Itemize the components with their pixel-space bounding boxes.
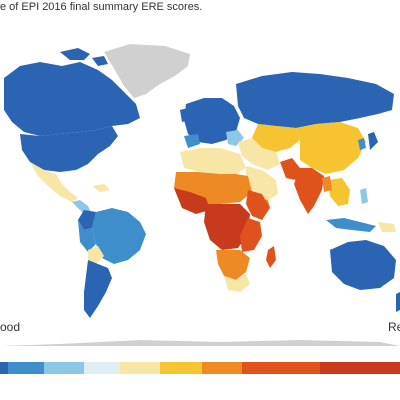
turkey-iran [238, 138, 280, 170]
south-america-north [78, 210, 96, 230]
japan [368, 132, 378, 150]
central-asia [252, 124, 300, 152]
bangladesh-myanmar [322, 176, 332, 192]
legend-label-bad: Re [388, 320, 400, 334]
legend-swatch [44, 362, 84, 374]
map-caption: e of EPI 2016 final summary ERE scores. [0, 1, 203, 13]
north-america-north [4, 62, 140, 136]
russia [236, 72, 394, 128]
pakistan [280, 158, 300, 180]
bolivia [88, 246, 104, 264]
korea [358, 138, 366, 150]
legend-swatch [242, 362, 320, 374]
central-africa [204, 204, 250, 250]
south-america-brazil [92, 208, 146, 264]
uk [180, 108, 190, 122]
argentina-chile [84, 260, 112, 318]
south-africa [224, 274, 250, 292]
usa [20, 126, 118, 172]
spain [184, 134, 200, 148]
australia [330, 240, 396, 290]
legend-swatch [202, 362, 242, 374]
arctic-islands [60, 48, 108, 66]
southeast-asia [328, 178, 350, 206]
madagascar [266, 246, 276, 268]
legend-swatch [160, 362, 202, 374]
caribbean [92, 184, 110, 192]
legend-swatch [0, 362, 8, 374]
east-africa [240, 218, 262, 252]
west-africa [174, 188, 210, 214]
legend-swatch [8, 362, 44, 374]
india [294, 168, 324, 214]
indonesia [326, 218, 376, 232]
new-zealand [396, 292, 400, 312]
legend-label-good: ood [0, 320, 21, 334]
horn-of-africa [246, 190, 270, 220]
europe [184, 98, 240, 144]
papua [378, 222, 396, 232]
china [296, 122, 366, 174]
legend-swatch [84, 362, 120, 374]
north-africa [180, 148, 246, 174]
world-map [0, 14, 400, 346]
legend-swatch [320, 362, 400, 374]
peru [78, 220, 96, 252]
legend-color-scale [0, 362, 400, 374]
bottom-margin [0, 374, 400, 400]
philippines [360, 188, 368, 204]
antarctica [0, 340, 400, 346]
mexico [30, 162, 78, 202]
legend-swatch [120, 362, 160, 374]
southern-africa [216, 250, 250, 280]
greenland [104, 44, 190, 98]
